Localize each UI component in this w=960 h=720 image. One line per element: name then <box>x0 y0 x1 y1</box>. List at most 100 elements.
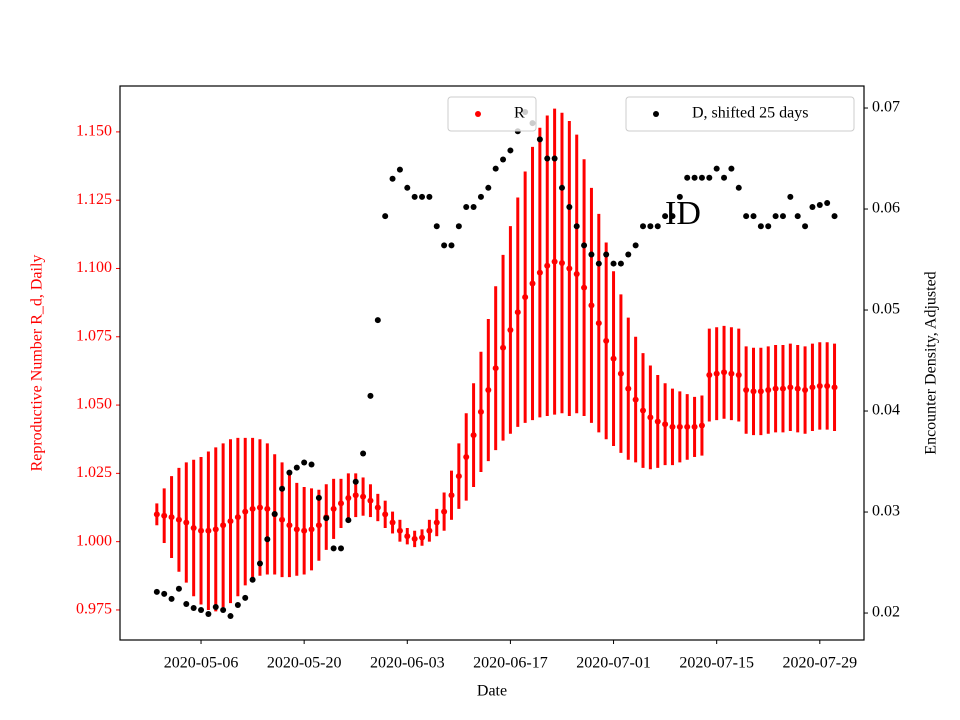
point <box>595 320 602 327</box>
point <box>205 611 212 618</box>
point <box>249 505 256 512</box>
point <box>779 213 786 220</box>
point <box>662 421 669 428</box>
point <box>713 165 720 172</box>
point <box>477 408 484 415</box>
point <box>625 385 632 392</box>
point <box>765 223 772 230</box>
point <box>249 576 256 583</box>
x-tick-label: 2020-06-03 <box>370 655 445 672</box>
point <box>234 514 241 521</box>
point <box>721 174 728 181</box>
point <box>175 516 182 523</box>
y2-axis-label: Encounter Density, Adjusted <box>923 271 940 454</box>
point <box>500 156 507 163</box>
point <box>242 594 249 601</box>
point <box>698 174 705 181</box>
point <box>286 522 293 529</box>
point <box>595 260 602 267</box>
point <box>787 193 794 200</box>
point <box>220 522 227 529</box>
point <box>308 461 315 468</box>
point <box>190 524 197 531</box>
legend-label: D, shifted 25 days <box>692 105 808 122</box>
point <box>713 370 720 377</box>
point <box>779 385 786 392</box>
point <box>198 527 205 534</box>
point <box>684 423 691 430</box>
point <box>183 600 190 607</box>
legend-label: R <box>514 105 525 122</box>
point <box>279 485 286 492</box>
point <box>566 204 573 211</box>
point <box>632 242 639 249</box>
point <box>522 294 529 301</box>
point <box>301 459 308 466</box>
point <box>404 533 411 540</box>
legend-box <box>625 96 855 132</box>
point <box>301 527 308 534</box>
y-tick-label: 1.050 <box>76 396 112 413</box>
point <box>330 545 337 552</box>
point <box>448 492 455 499</box>
point <box>242 508 249 515</box>
point <box>706 372 713 379</box>
point <box>227 518 234 525</box>
point <box>676 423 683 430</box>
point <box>227 613 234 620</box>
y2-tick-label: 0.02 <box>872 604 900 621</box>
point <box>743 213 750 220</box>
point <box>286 469 293 476</box>
point <box>330 505 337 512</box>
y2-tick-label: 0.07 <box>872 99 900 116</box>
x-tick-label: 2020-06-17 <box>473 655 548 672</box>
point <box>256 560 263 567</box>
point <box>757 388 764 395</box>
point <box>735 184 742 191</box>
point <box>809 384 816 391</box>
x-tick-label: 2020-07-01 <box>576 655 651 672</box>
point <box>617 370 624 377</box>
point <box>374 317 381 324</box>
point <box>382 511 389 518</box>
point <box>691 174 698 181</box>
point <box>669 423 676 430</box>
point <box>367 392 374 399</box>
point <box>205 527 212 534</box>
point <box>396 166 403 173</box>
point <box>500 344 507 351</box>
x-tick-label: 2020-07-29 <box>782 655 857 672</box>
point <box>168 514 175 521</box>
point <box>662 213 669 220</box>
point <box>573 223 580 230</box>
point <box>654 223 661 230</box>
legend-marker <box>653 111 659 117</box>
point <box>684 174 691 181</box>
point <box>323 515 330 522</box>
point <box>337 500 344 507</box>
y2-tick-label: 0.03 <box>872 503 900 520</box>
y-tick-label: 1.025 <box>76 464 112 481</box>
point <box>581 242 588 249</box>
point <box>617 260 624 267</box>
point <box>735 372 742 379</box>
point <box>765 387 772 394</box>
point <box>691 423 698 430</box>
point <box>588 251 595 258</box>
point <box>433 223 440 230</box>
point <box>256 504 263 511</box>
point <box>293 464 300 471</box>
point <box>279 516 286 523</box>
point <box>271 511 278 518</box>
point <box>632 396 639 403</box>
point <box>654 418 661 425</box>
annotation: ID <box>665 195 701 232</box>
point <box>477 193 484 200</box>
point <box>293 526 300 533</box>
y-tick-label: 1.125 <box>76 191 112 208</box>
point <box>411 535 418 542</box>
point <box>198 607 205 614</box>
point <box>463 453 470 460</box>
x-tick-label: 2020-05-06 <box>164 655 239 672</box>
point <box>551 258 558 265</box>
